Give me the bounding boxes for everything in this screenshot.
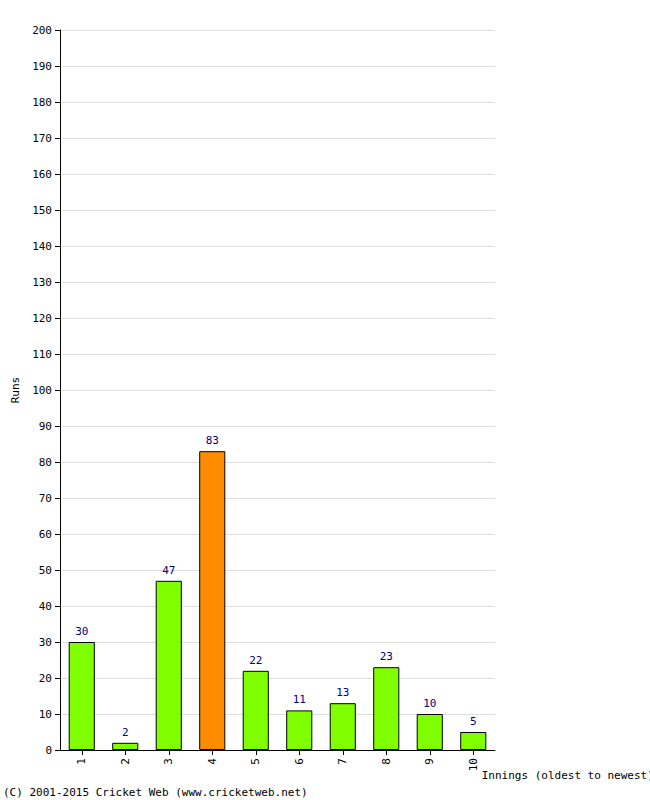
svg-text:23: 23 [380, 650, 393, 663]
svg-text:110: 110 [32, 348, 52, 361]
svg-text:2: 2 [122, 726, 129, 739]
svg-text:2: 2 [119, 758, 132, 765]
svg-text:5: 5 [470, 715, 477, 728]
svg-text:10: 10 [467, 758, 480, 771]
svg-text:90: 90 [39, 420, 52, 433]
svg-text:5: 5 [249, 758, 262, 765]
svg-text:10: 10 [39, 708, 52, 721]
svg-text:30: 30 [39, 636, 52, 649]
svg-text:100: 100 [32, 384, 52, 397]
svg-text:47: 47 [162, 564, 175, 577]
svg-text:30: 30 [75, 625, 88, 638]
svg-text:(C) 2001-2015 Cricket Web (www: (C) 2001-2015 Cricket Web (www.cricketwe… [3, 786, 308, 799]
svg-text:3: 3 [162, 758, 175, 765]
svg-text:130: 130 [32, 276, 52, 289]
svg-text:11: 11 [293, 693, 306, 706]
svg-text:0: 0 [45, 744, 52, 757]
svg-text:20: 20 [39, 672, 52, 685]
svg-text:140: 140 [32, 240, 52, 253]
svg-text:83: 83 [206, 434, 219, 447]
svg-text:170: 170 [32, 132, 52, 145]
svg-text:190: 190 [32, 60, 52, 73]
svg-text:1: 1 [75, 758, 88, 765]
svg-text:60: 60 [39, 528, 52, 541]
svg-text:4: 4 [206, 758, 219, 765]
svg-text:150: 150 [32, 204, 52, 217]
svg-text:13: 13 [336, 686, 349, 699]
svg-text:10: 10 [423, 697, 436, 710]
svg-text:180: 180 [32, 96, 52, 109]
svg-text:9: 9 [423, 758, 436, 765]
svg-text:22: 22 [249, 654, 262, 667]
svg-text:200: 200 [32, 24, 52, 37]
svg-text:7: 7 [336, 758, 349, 765]
svg-text:Innings (oldest to newest): Innings (oldest to newest) [482, 769, 650, 782]
svg-text:Runs: Runs [9, 377, 22, 404]
svg-text:80: 80 [39, 456, 52, 469]
svg-text:120: 120 [32, 312, 52, 325]
svg-text:6: 6 [293, 758, 306, 765]
svg-text:50: 50 [39, 564, 52, 577]
svg-text:40: 40 [39, 600, 52, 613]
svg-text:8: 8 [380, 758, 393, 765]
svg-text:70: 70 [39, 492, 52, 505]
svg-text:160: 160 [32, 168, 52, 181]
